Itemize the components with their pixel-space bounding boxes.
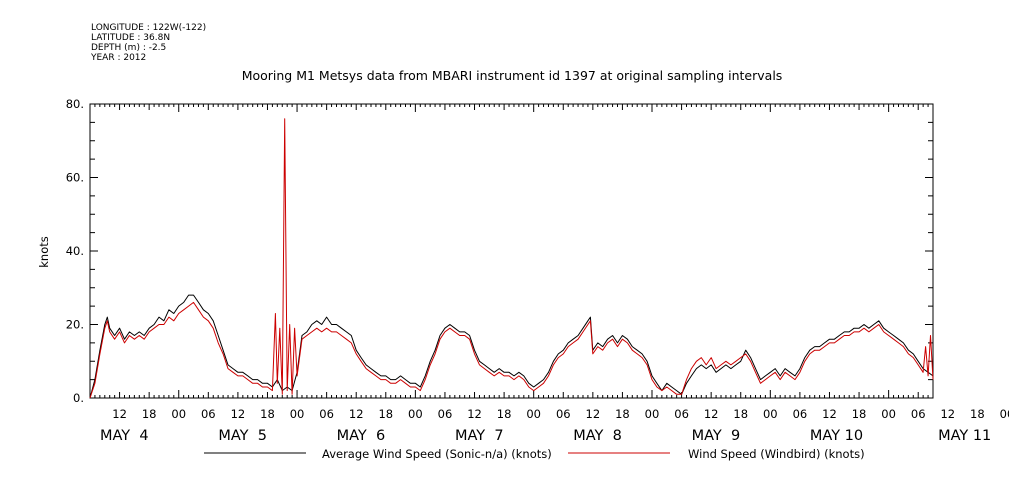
x-axis: 12 18 00 06 12 18 00 06 12 18 00 06 12 18 00 06 12 18 00 06… (94, 104, 1009, 444)
x-day-label: MAY 10 (810, 428, 863, 444)
x-day-label: MAY 5 (218, 428, 267, 444)
x-hour-label: 06 (556, 407, 571, 421)
x-hour-label: 18 (852, 407, 867, 421)
x-hour-label: 00 (171, 407, 186, 421)
x-hour-label: 12 (112, 407, 127, 421)
x-hour-label: 18 (733, 407, 748, 421)
series-layer (89, 118, 934, 399)
meta-longitude: LONGITUDE : 122W(-122) (91, 23, 206, 33)
x-hour-label: 18 (378, 407, 393, 421)
chart-title: Mooring M1 Metsys data from MBARI instru… (242, 68, 783, 83)
x-hour-label: 18 (260, 407, 275, 421)
x-hour-label: 12 (467, 407, 482, 421)
x-hour-label: 00 (290, 407, 305, 421)
y-axis-label: knots (37, 236, 51, 268)
x-hour-label: 12 (940, 407, 955, 421)
x-hour-label: 06 (911, 407, 926, 421)
series-line-windbird-wind-speed (89, 118, 934, 399)
x-hour-label: 00 (763, 407, 778, 421)
x-hour-label: 18 (142, 407, 157, 421)
x-hour-label: 18 (970, 407, 985, 421)
y-tick-label: 0. (73, 391, 84, 405)
plot-frame (89, 103, 934, 399)
x-hour-label: 12 (231, 407, 246, 421)
meta-year: YEAR : 2012 (90, 53, 146, 63)
meta-latitude: LATITUDE : 36.8N (91, 33, 170, 43)
x-hour-label: 06 (438, 407, 453, 421)
y-tick-label: 80. (66, 97, 84, 111)
legend: Average Wind Speed (Sonic-n/a) (knots) W… (204, 447, 865, 461)
x-hour-label: 00 (408, 407, 423, 421)
x-hour-label: 12 (704, 407, 719, 421)
metadata-block: LONGITUDE : 122W(-122) LATITUDE : 36.8N … (90, 23, 206, 63)
x-day-label: MAY 7 (455, 428, 504, 444)
x-hour-label: 00 (526, 407, 541, 421)
y-tick-label: 40. (66, 244, 84, 258)
x-day-label: MAY 8 (573, 428, 622, 444)
x-hour-label: 12 (586, 407, 601, 421)
y-tick-label: 20. (66, 318, 84, 332)
x-hour-label: 06 (201, 407, 216, 421)
y-tick-label: 60. (66, 171, 84, 185)
meta-depth: DEPTH (m) : -2.5 (91, 43, 166, 53)
x-hour-label: 00 (1000, 407, 1009, 421)
x-day-label: MAY 9 (692, 428, 741, 444)
x-hour-label: 18 (615, 407, 630, 421)
x-hour-label: 12 (349, 407, 364, 421)
x-day-label: MAY 6 (337, 428, 386, 444)
legend-label-average: Average Wind Speed (Sonic-n/a) (knots) (322, 447, 552, 461)
series-line-average-wind-speed (89, 294, 934, 399)
x-hour-label: 06 (793, 407, 808, 421)
x-day-label: MAY 11 (938, 428, 991, 444)
x-hour-label: 12 (822, 407, 837, 421)
x-hour-label: 18 (497, 407, 512, 421)
legend-label-windbird: Wind Speed (Windbird) (knots) (688, 447, 865, 461)
x-hour-label: 00 (881, 407, 896, 421)
y-axis: 0. 20. 40. 60. 80. (66, 97, 933, 405)
x-hour-label: 06 (674, 407, 689, 421)
x-hour-label: 06 (319, 407, 334, 421)
x-day-label: MAY 4 (100, 428, 149, 444)
x-hour-label: 00 (645, 407, 660, 421)
